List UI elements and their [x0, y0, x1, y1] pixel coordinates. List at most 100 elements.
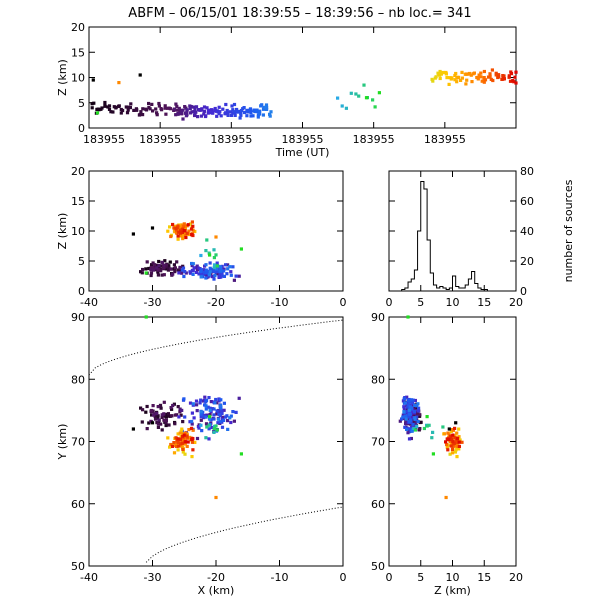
data-point [416, 409, 421, 413]
data-point [229, 414, 233, 418]
data-point [430, 436, 434, 440]
data-point [453, 434, 457, 438]
data-point [169, 442, 173, 447]
data-point [249, 111, 253, 115]
data-point [494, 73, 498, 77]
data-point [425, 424, 429, 428]
data-point [231, 410, 235, 414]
data-point [202, 105, 207, 109]
data-point [90, 102, 94, 106]
data-point [198, 401, 202, 405]
data-point [220, 425, 225, 429]
data-point [202, 112, 206, 116]
data-point [159, 269, 163, 273]
data-point [212, 407, 216, 411]
data-point [178, 230, 182, 234]
y-tick-label: 40 [520, 225, 534, 238]
data-point [164, 112, 168, 116]
data-point [408, 403, 413, 407]
data-point [158, 403, 163, 407]
x-tick-label: -10 [271, 296, 289, 309]
data-point [219, 275, 223, 279]
data-point [176, 405, 180, 409]
data-point [202, 268, 206, 272]
data-point [168, 225, 172, 229]
data-point [228, 110, 232, 114]
data-point [265, 107, 269, 111]
data-point [167, 264, 171, 268]
data-point [179, 228, 183, 232]
data-point [438, 76, 442, 81]
data-point [183, 431, 187, 435]
data-point [139, 406, 143, 410]
data-point [212, 417, 216, 421]
data-point [164, 267, 168, 271]
y-tick-label: 60 [520, 195, 534, 208]
data-point [210, 108, 214, 112]
data-point [199, 423, 203, 427]
data-point [226, 111, 230, 115]
data-point [465, 78, 469, 82]
data-point [239, 113, 243, 117]
data-point [199, 114, 203, 118]
data-point [207, 251, 211, 255]
data-point [411, 424, 415, 429]
data-point [204, 422, 209, 426]
data-point [186, 436, 190, 440]
data-point [224, 111, 228, 115]
data-point [414, 412, 418, 416]
x-tick-label: 183955 [139, 133, 181, 146]
data-point [174, 113, 178, 117]
data-point [449, 437, 454, 441]
data-point [442, 70, 446, 75]
data-point [150, 413, 154, 417]
data-point [183, 452, 187, 456]
data-point [178, 437, 182, 441]
y-tick-label: 80 [371, 373, 385, 386]
x-tick-label: -20 [207, 571, 225, 584]
data-point [156, 425, 160, 429]
data-point [207, 423, 211, 427]
data-point [149, 408, 153, 413]
data-point [455, 437, 460, 441]
data-point [455, 80, 459, 84]
data-point [117, 81, 121, 85]
data-point [362, 83, 366, 87]
data-point [407, 415, 412, 419]
data-point [212, 277, 216, 281]
data-point [411, 398, 415, 402]
data-point [151, 261, 155, 265]
data-point [181, 447, 185, 451]
data-point [459, 78, 463, 82]
data-point [195, 403, 199, 407]
data-point [234, 274, 238, 278]
data-point [264, 103, 269, 107]
data-point [170, 407, 174, 411]
data-point [508, 79, 513, 83]
data-point [181, 234, 185, 238]
range-ring-upper [88, 319, 344, 376]
data-point [182, 225, 186, 229]
data-point [408, 412, 412, 416]
data-point [454, 421, 458, 425]
data-point [111, 110, 115, 114]
data-point [239, 247, 243, 251]
data-point [151, 268, 156, 272]
data-point [176, 432, 180, 436]
data-point [179, 413, 183, 417]
data-point [205, 425, 209, 429]
data-point [109, 110, 113, 114]
x-z-panel: -40 -30 -20 -10 0 0 5 10 15 20 Z (km) [56, 165, 347, 309]
data-point [160, 428, 164, 432]
data-point [184, 106, 188, 110]
data-point [219, 398, 223, 402]
data-point [207, 437, 211, 441]
data-point [371, 98, 375, 102]
data-point [464, 82, 468, 86]
data-point [239, 111, 243, 115]
x-tick-label: 10 [446, 296, 460, 309]
data-point [182, 433, 186, 437]
data-point [249, 114, 253, 118]
data-point [119, 111, 123, 115]
data-point [128, 106, 132, 110]
